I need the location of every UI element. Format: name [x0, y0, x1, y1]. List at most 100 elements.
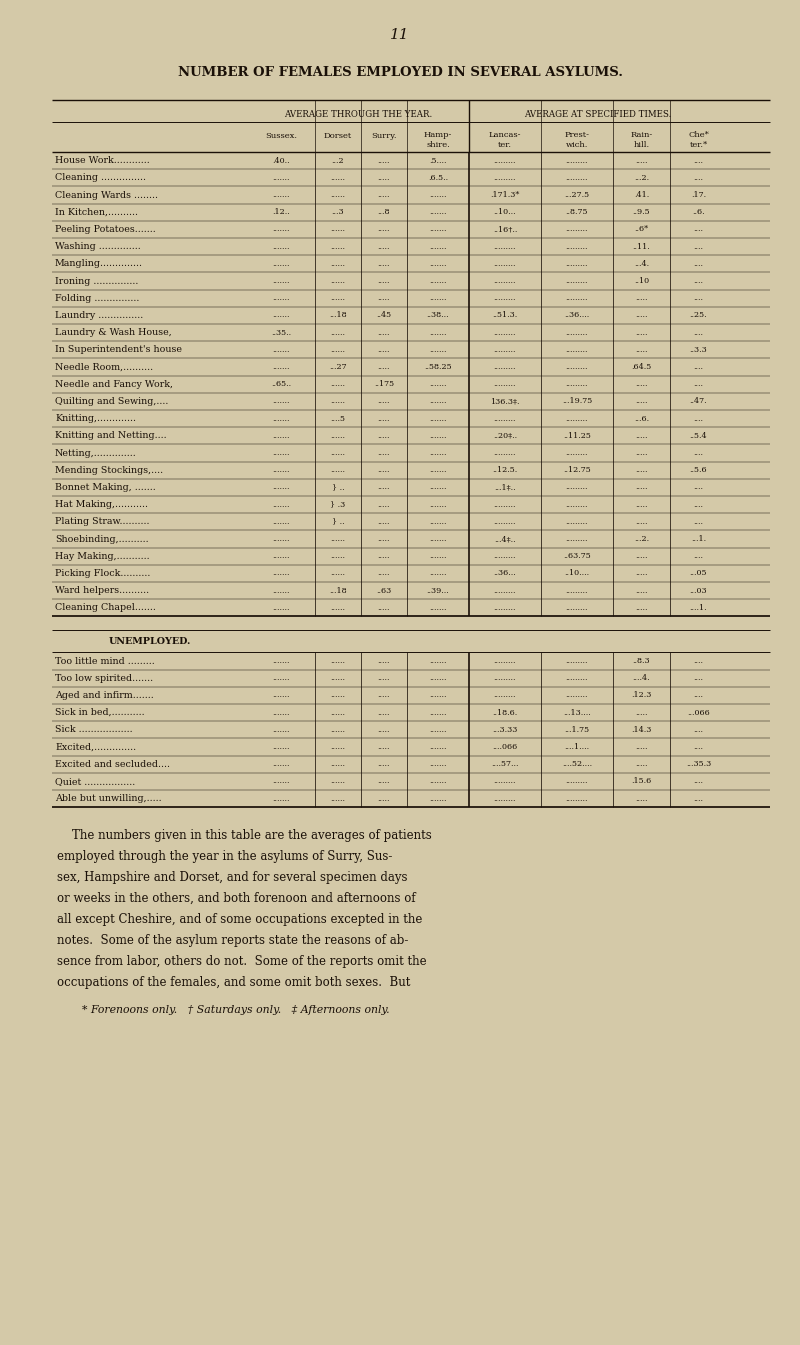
Text: House Work............: House Work............: [55, 156, 150, 165]
Text: .....: .....: [635, 432, 648, 440]
Text: ..36...: ..36...: [494, 569, 516, 577]
Text: ....: ....: [694, 656, 703, 664]
Text: .....: .....: [635, 483, 648, 491]
Text: .........: .........: [494, 449, 516, 457]
Text: ....: ....: [694, 449, 703, 457]
Text: ....: ....: [694, 726, 703, 734]
Text: Dorset: Dorset: [324, 132, 352, 140]
Text: ...35.3: ...35.3: [686, 760, 711, 768]
Text: .......: .......: [430, 483, 446, 491]
Text: ..63.75: ..63.75: [563, 553, 591, 561]
Text: .....: .....: [378, 346, 390, 354]
Text: ..12.5.: ..12.5.: [492, 467, 518, 475]
Text: .........: .........: [494, 674, 516, 682]
Text: .......: .......: [272, 709, 290, 717]
Text: .......: .......: [272, 795, 290, 803]
Text: .14.3: .14.3: [631, 726, 652, 734]
Text: Netting,..............: Netting,..............: [55, 448, 137, 457]
Text: ......: ......: [330, 674, 346, 682]
Text: ..3.3: ..3.3: [690, 346, 707, 354]
Text: .........: .........: [494, 604, 516, 612]
Text: .........: .........: [494, 777, 516, 785]
Text: ......: ......: [330, 777, 346, 785]
Text: .......: .......: [430, 226, 446, 234]
Text: .....: .....: [635, 795, 648, 803]
Text: .....: .....: [378, 432, 390, 440]
Text: .........: .........: [566, 242, 588, 250]
Text: Sussex.: Sussex.: [265, 132, 297, 140]
Text: Mangling..............: Mangling..............: [55, 260, 143, 268]
Text: .........: .........: [566, 226, 588, 234]
Text: .........: .........: [494, 363, 516, 371]
Text: Folding ...............: Folding ...............: [55, 293, 139, 303]
Text: .......: .......: [272, 553, 290, 561]
Text: Lancas-: Lancas-: [489, 130, 522, 139]
Text: .......: .......: [272, 604, 290, 612]
Text: ..58.25: ..58.25: [424, 363, 452, 371]
Text: ..10....: ..10....: [565, 569, 590, 577]
Text: ..35..: ..35..: [271, 328, 291, 336]
Text: ..63: ..63: [376, 586, 392, 594]
Text: ...6.: ...6.: [634, 414, 649, 422]
Text: .........: .........: [566, 777, 588, 785]
Text: Peeling Potatoes.......: Peeling Potatoes.......: [55, 225, 156, 234]
Text: Hamp-: Hamp-: [424, 130, 452, 139]
Text: ......: ......: [330, 346, 346, 354]
Text: ....4.: ....4.: [633, 674, 650, 682]
Text: ....: ....: [694, 260, 703, 268]
Text: .....: .....: [635, 312, 648, 319]
Text: .....: .....: [378, 363, 390, 371]
Text: .......: .......: [272, 518, 290, 526]
Text: .......: .......: [430, 414, 446, 422]
Text: .....: .....: [635, 604, 648, 612]
Text: or weeks in the others, and both forenoon and afternoons of: or weeks in the others, and both forenoo…: [57, 892, 416, 905]
Text: .....: .....: [635, 381, 648, 389]
Text: ......: ......: [330, 467, 346, 475]
Text: Able but unwilling,.....: Able but unwilling,.....: [55, 794, 162, 803]
Text: .........: .........: [566, 518, 588, 526]
Text: .....: .....: [378, 777, 390, 785]
Text: .....: .....: [378, 397, 390, 405]
Text: .....: .....: [378, 742, 390, 751]
Text: .12.3: .12.3: [631, 691, 652, 699]
Text: .......: .......: [430, 795, 446, 803]
Text: .....: .....: [635, 569, 648, 577]
Text: .........: .........: [494, 381, 516, 389]
Text: Cleaning Wards ........: Cleaning Wards ........: [55, 191, 158, 199]
Text: .........: .........: [566, 674, 588, 682]
Text: ......: ......: [330, 328, 346, 336]
Text: .15.6: .15.6: [631, 777, 652, 785]
Text: .......: .......: [272, 363, 290, 371]
Text: .......: .......: [430, 191, 446, 199]
Text: .........: .........: [494, 500, 516, 508]
Text: .......: .......: [430, 553, 446, 561]
Text: .......: .......: [430, 500, 446, 508]
Text: ..11.25: ..11.25: [563, 432, 591, 440]
Text: .......: .......: [430, 328, 446, 336]
Text: Knitting,.............: Knitting,.............: [55, 414, 136, 424]
Text: Laundry & Wash House,: Laundry & Wash House,: [55, 328, 172, 338]
Text: ....: ....: [694, 242, 703, 250]
Text: } ..: } ..: [332, 483, 344, 491]
Text: ....: ....: [694, 500, 703, 508]
Text: ....1.: ....1.: [690, 604, 707, 612]
Text: Bonnet Making, .......: Bonnet Making, .......: [55, 483, 156, 492]
Text: ....: ....: [694, 226, 703, 234]
Text: ...3: ...3: [332, 208, 344, 217]
Text: .......: .......: [272, 277, 290, 285]
Text: ..175: ..175: [374, 381, 394, 389]
Text: ...18: ...18: [329, 586, 347, 594]
Text: .40..: .40..: [272, 156, 290, 164]
Text: .......: .......: [272, 586, 290, 594]
Text: ..5.6: ..5.6: [690, 467, 707, 475]
Text: .....: .....: [635, 449, 648, 457]
Text: .........: .........: [494, 553, 516, 561]
Text: .......: .......: [272, 569, 290, 577]
Text: .....: .....: [378, 414, 390, 422]
Text: .......: .......: [272, 191, 290, 199]
Text: ......: ......: [330, 397, 346, 405]
Text: ....: ....: [694, 553, 703, 561]
Text: .........: .........: [566, 449, 588, 457]
Text: .........: .........: [566, 691, 588, 699]
Text: .....: .....: [378, 277, 390, 285]
